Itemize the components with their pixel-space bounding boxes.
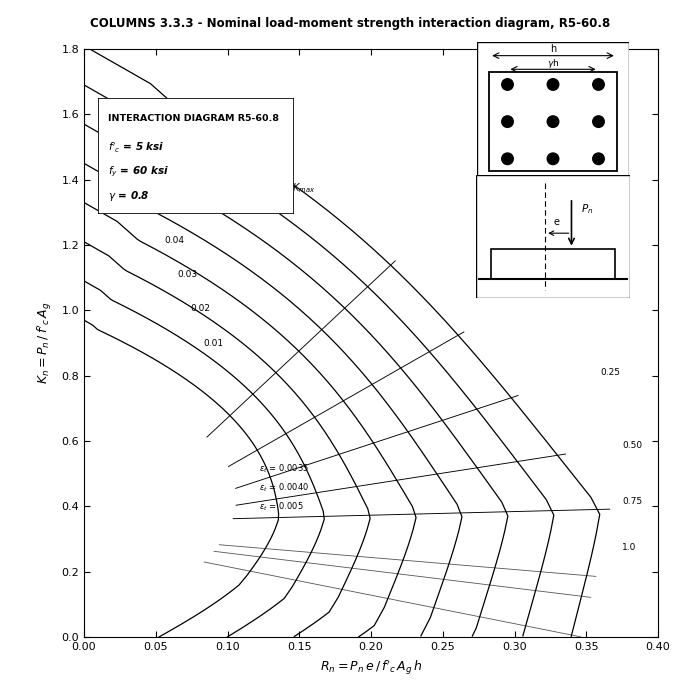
Text: 0.07: 0.07 [127, 133, 147, 141]
Text: $f'_c$ = 5 ksi: $f'_c$ = 5 ksi [108, 141, 164, 155]
Text: 0.50: 0.50 [622, 442, 643, 450]
Circle shape [502, 153, 513, 164]
Text: $\varepsilon_t$ = 0.0035: $\varepsilon_t$ = 0.0035 [259, 463, 309, 475]
Text: 0.25: 0.25 [601, 368, 621, 377]
Text: $\varepsilon_t$ = 0.0040: $\varepsilon_t$ = 0.0040 [259, 481, 309, 493]
Text: $K_{max}$: $K_{max}$ [292, 181, 315, 195]
Text: e: e [553, 217, 559, 227]
Text: 0.03: 0.03 [177, 270, 197, 279]
Text: $\gamma$h: $\gamma$h [547, 57, 559, 71]
Text: $\varepsilon_t$ = 0.005: $\varepsilon_t$ = 0.005 [259, 500, 304, 512]
Circle shape [502, 116, 513, 127]
Circle shape [502, 78, 513, 90]
Circle shape [547, 78, 559, 90]
Circle shape [593, 78, 604, 90]
Text: 1.0: 1.0 [622, 542, 636, 552]
Text: 0.05: 0.05 [151, 202, 172, 210]
Text: $\gamma$ = 0.8: $\gamma$ = 0.8 [108, 189, 150, 203]
Bar [491, 248, 615, 279]
X-axis label: $R_n = P_n\,e\,/\,f'_c\,A_g\,h$: $R_n = P_n\,e\,/\,f'_c\,A_g\,h$ [320, 659, 422, 678]
Circle shape [547, 153, 559, 164]
Circle shape [593, 116, 604, 127]
Bar [489, 72, 617, 171]
Text: 0.75: 0.75 [622, 497, 643, 506]
Text: $f_y$ = 60 ksi: $f_y$ = 60 ksi [108, 164, 169, 179]
Circle shape [593, 153, 604, 164]
Text: 0.01: 0.01 [203, 339, 223, 347]
Text: $\rho_t$ = 0.08: $\rho_t$ = 0.08 [116, 97, 159, 109]
Y-axis label: $K_n = P_n\,/\,f'_c\,A_g$: $K_n = P_n\,/\,f'_c\,A_g$ [36, 302, 55, 384]
Text: INTERACTION DIAGRAM R5-60.8: INTERACTION DIAGRAM R5-60.8 [108, 114, 279, 123]
Text: $f_s$/$f_y$ = 0: $f_s$/$f_y$ = 0 [557, 281, 595, 294]
Text: 0.04: 0.04 [164, 236, 184, 244]
Text: COLUMNS 3.3.3 - Nominal load-moment strength interaction diagram, R5-60.8: COLUMNS 3.3.3 - Nominal load-moment stre… [90, 18, 610, 31]
Text: 0.02: 0.02 [190, 304, 210, 313]
Circle shape [547, 116, 559, 127]
Text: 0.06: 0.06 [139, 167, 159, 176]
Text: h: h [550, 44, 556, 54]
Text: $P_n$: $P_n$ [581, 202, 593, 216]
